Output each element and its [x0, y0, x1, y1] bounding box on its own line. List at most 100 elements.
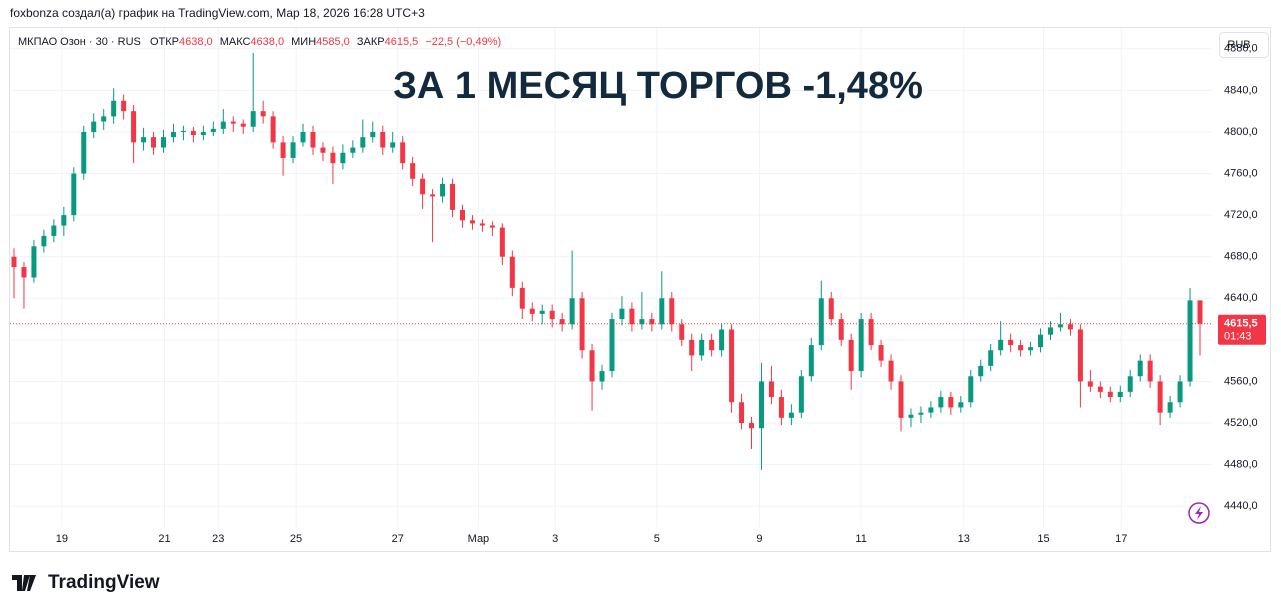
x-tick-label: 15 [1037, 533, 1049, 545]
candle-body [549, 310, 555, 320]
x-tick-label: 13 [958, 533, 970, 545]
last-price-box [1218, 314, 1266, 345]
change: −22,5 (−0,49%) [425, 36, 501, 48]
candle-body [220, 121, 226, 129]
candle-body [390, 142, 396, 148]
candle-body [838, 319, 844, 340]
legend-header: МКПАО Озон · 30 · RUS ОТКР4638,0 МАКС463… [18, 36, 501, 48]
candle-body [808, 345, 814, 377]
candle-body [41, 235, 47, 247]
candle-body [420, 178, 426, 195]
candle-body [1097, 386, 1103, 392]
y-tick-label: 4680,0 [1224, 251, 1258, 263]
candle-body [1018, 345, 1024, 351]
x-tick-label: Мар [468, 533, 490, 545]
x-tick-label: 5 [654, 533, 660, 545]
candle-body [1107, 391, 1113, 398]
candle-body [11, 256, 17, 268]
candle-body [1187, 300, 1193, 382]
candle-body [170, 131, 176, 138]
candle-body [579, 298, 585, 351]
attribution: foxbonza создал(а) график на TradingView… [10, 6, 425, 20]
candle-body [589, 350, 595, 382]
candle-body [908, 414, 914, 418]
candle-body [1067, 324, 1073, 330]
candle-body [160, 137, 166, 148]
candle-body [519, 287, 525, 309]
y-tick-label: 4760,0 [1224, 167, 1258, 179]
logo: TradingView [12, 572, 160, 593]
candle-body [210, 128, 216, 132]
candle-body [1197, 300, 1203, 324]
candle-body [569, 298, 575, 325]
candle-body [1157, 381, 1163, 413]
candle-body [928, 407, 934, 413]
ohlc-label: ЗАКР [357, 36, 385, 48]
candle-body [1008, 339, 1014, 346]
candle-body [101, 116, 107, 122]
candle-body [818, 298, 824, 346]
candle-body [440, 183, 446, 197]
candle-body [509, 256, 515, 288]
y-tick-label: 4520,0 [1224, 417, 1258, 429]
x-tick-label: 23 [212, 533, 224, 545]
candle-body [350, 147, 356, 153]
candle-body [270, 116, 276, 143]
candle-body [31, 246, 37, 278]
candle-body [669, 298, 675, 325]
candle-body [360, 137, 366, 148]
candle-body [629, 308, 635, 325]
currency[interactable]: RUB [1227, 39, 1250, 51]
y-tick-label: 4560,0 [1224, 375, 1258, 387]
candle-body [888, 360, 894, 382]
candle-body [1087, 381, 1093, 387]
candle-body [21, 267, 27, 278]
candle-body [1038, 334, 1044, 348]
candle-body [121, 100, 127, 112]
candle-body [868, 319, 874, 346]
candle-body [1117, 391, 1123, 398]
candle-body [410, 163, 416, 179]
candle-body [61, 215, 67, 226]
candle-body [898, 381, 904, 418]
candle-body [1057, 324, 1063, 328]
candle-body [1127, 376, 1133, 392]
grid [10, 28, 1212, 527]
candle-body [230, 121, 236, 124]
candle-body [290, 142, 296, 158]
candle-body [958, 402, 964, 408]
logo-text: TradingView [48, 572, 160, 593]
candle-body [609, 319, 615, 372]
candle-body [280, 142, 286, 158]
candle-body [778, 397, 784, 418]
candle-body [758, 381, 764, 429]
candle-body [858, 319, 864, 372]
x-tick-label: 11 [855, 533, 866, 545]
candle-body [190, 130, 196, 136]
candle-body [918, 412, 924, 415]
candle-body [141, 137, 147, 143]
candle-body [938, 397, 944, 408]
y-tick-label: 4640,0 [1224, 292, 1258, 304]
ohlc-value: 4615,5 [385, 36, 419, 48]
y-tick-label: 4440,0 [1224, 500, 1258, 512]
candle-body [848, 339, 854, 372]
candle-body [200, 131, 206, 136]
candle-body [988, 350, 994, 366]
x-tick-label: 19 [56, 533, 68, 545]
candle-body [1048, 327, 1054, 335]
candle-body [240, 123, 246, 127]
candle-body [400, 142, 406, 164]
candle-body [300, 131, 306, 143]
candle-body [599, 371, 605, 382]
candle-body [529, 308, 535, 314]
candle-body [798, 376, 804, 413]
currency-button[interactable] [1219, 32, 1269, 58]
candle-body [1028, 347, 1034, 351]
lightning-icon[interactable] [1188, 502, 1210, 524]
candle-body [679, 324, 685, 340]
candle-body [559, 319, 565, 325]
candle-body [370, 131, 376, 138]
last-price-label: 4615,5 [1224, 318, 1258, 330]
